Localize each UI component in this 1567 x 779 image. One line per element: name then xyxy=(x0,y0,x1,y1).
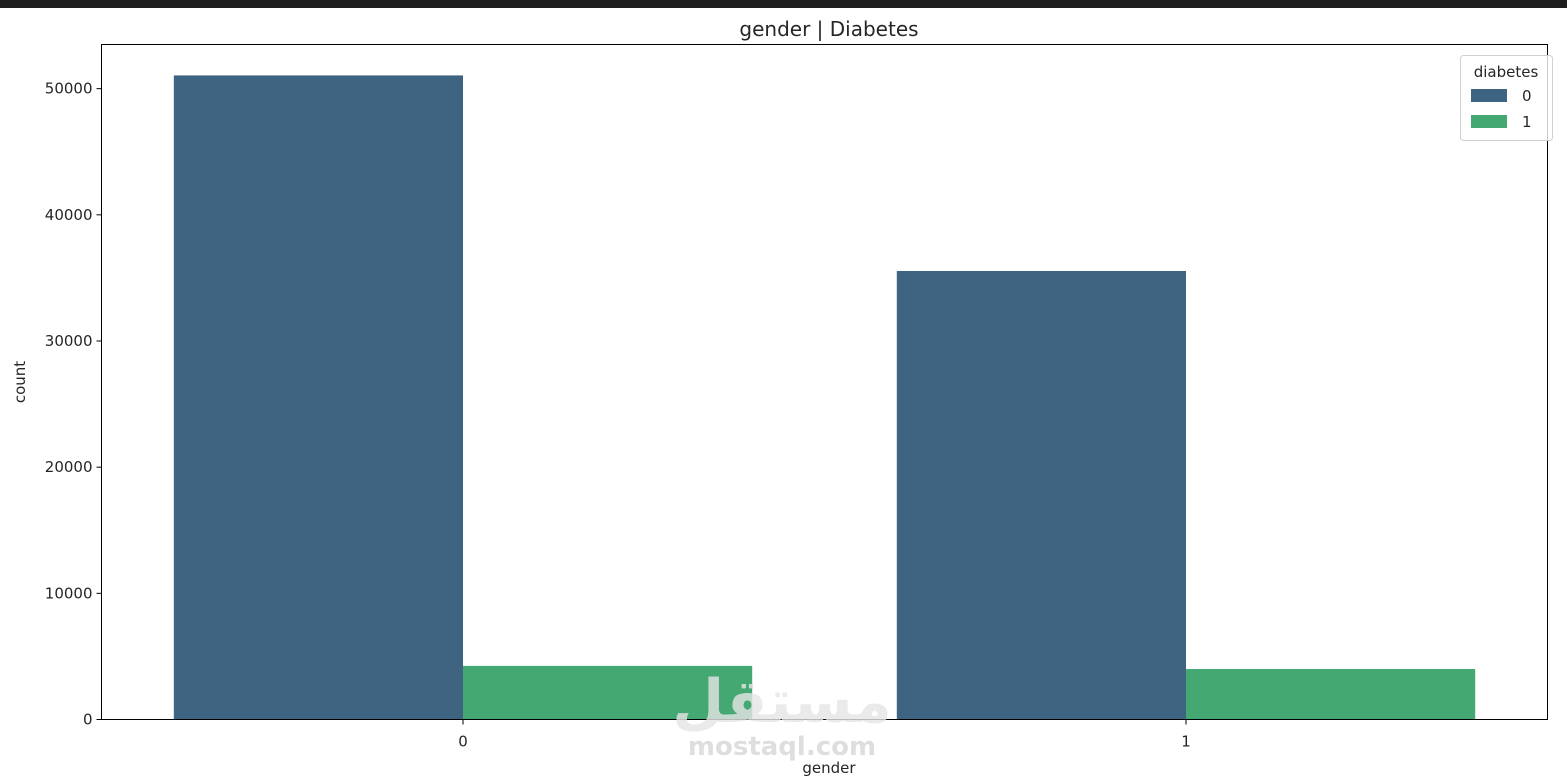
plot-frame xyxy=(101,44,1548,720)
y-tick-label: 40000 xyxy=(45,206,93,224)
bars-group xyxy=(173,75,1476,720)
window-top-bar xyxy=(0,0,1567,8)
legend-label-0: 0 xyxy=(1522,87,1532,105)
y-axis-label: count xyxy=(11,361,29,403)
x-tick-label: 0 xyxy=(458,733,468,751)
legend-swatch-0 xyxy=(1471,89,1507,102)
legend: diabetes 0 1 xyxy=(1460,55,1553,141)
bar-gender-0-diabetes-1 xyxy=(463,665,753,720)
x-tick-label: 1 xyxy=(1181,733,1191,751)
y-axis: 0 10000 20000 30000 40000 50000 xyxy=(45,80,102,729)
bar-gender-1-diabetes-0 xyxy=(896,270,1186,720)
watermark-arabic: مستقل xyxy=(672,667,891,737)
watermark: مستقل mostaql.com xyxy=(672,667,891,762)
legend-label-1: 1 xyxy=(1522,113,1532,131)
y-tick-label: 20000 xyxy=(45,458,93,476)
watermark-text: mostaql.com xyxy=(688,732,876,762)
y-tick-label: 10000 xyxy=(45,584,93,602)
bar-gender-0-diabetes-0 xyxy=(173,75,464,720)
y-tick-label: 30000 xyxy=(45,332,93,350)
legend-title: diabetes xyxy=(1474,63,1539,81)
bar-gender-1-diabetes-1 xyxy=(1186,669,1476,720)
legend-swatch-1 xyxy=(1471,115,1507,128)
y-tick-label: 50000 xyxy=(45,80,93,98)
chart-title: gender | Diabetes xyxy=(739,17,918,41)
y-tick-label: 0 xyxy=(83,711,93,729)
x-axis-label: gender xyxy=(802,759,856,777)
